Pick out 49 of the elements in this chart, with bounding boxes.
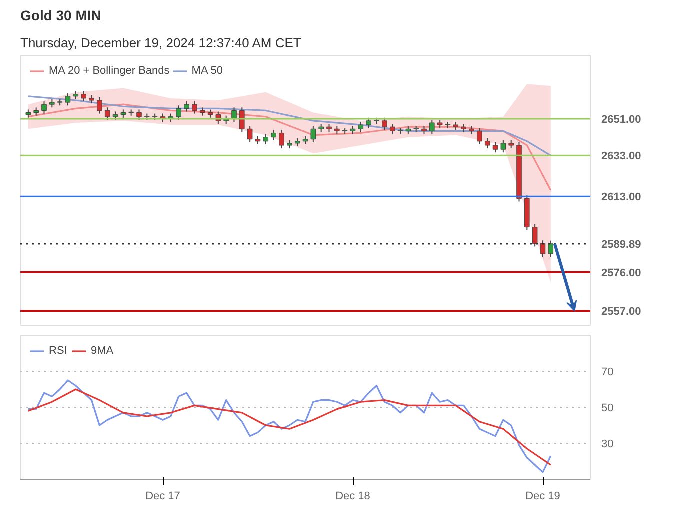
x-tick-label: Dec 19 bbox=[526, 490, 560, 502]
candlestick bbox=[232, 107, 237, 122]
y-tick-label: 2576.00 bbox=[602, 267, 642, 280]
candlestick bbox=[263, 134, 269, 145]
candlestick bbox=[279, 130, 284, 150]
line-series bbox=[28, 96, 552, 157]
candlestick bbox=[104, 107, 110, 120]
candlestick bbox=[358, 121, 364, 133]
x-tick-label: Dec 17 bbox=[146, 490, 180, 502]
x-tick-label: Dec 18 bbox=[336, 490, 370, 502]
candlestick bbox=[81, 90, 86, 102]
candlestick bbox=[247, 126, 253, 143]
candlestick bbox=[532, 224, 538, 248]
y-tick-label: 2633.00 bbox=[602, 150, 642, 163]
candlestick bbox=[192, 101, 198, 114]
candlestick bbox=[430, 119, 435, 135]
candlestick bbox=[484, 138, 490, 150]
legend-label: MA 20 + Bollinger Bands bbox=[49, 65, 170, 77]
line-series bbox=[28, 388, 552, 466]
legend-label: MA 50 bbox=[192, 65, 223, 77]
y-tick-label: 30 bbox=[602, 438, 614, 450]
candlestick bbox=[240, 107, 245, 133]
y-tick-label: 2613.00 bbox=[602, 192, 642, 204]
candlestick bbox=[42, 101, 47, 114]
candlestick bbox=[65, 92, 71, 106]
y-tick-label: 2651.00 bbox=[602, 114, 642, 126]
candlestick bbox=[97, 96, 102, 114]
line-series bbox=[28, 104, 552, 192]
candlestick bbox=[477, 128, 482, 145]
candlestick bbox=[310, 126, 316, 143]
y-tick-label: 50 bbox=[602, 402, 614, 414]
legend-label: 9MA bbox=[91, 345, 114, 357]
candlestick bbox=[540, 240, 546, 258]
y-tick-label: 2589.89 bbox=[602, 238, 642, 251]
candlestick bbox=[271, 130, 276, 141]
candlestick bbox=[492, 142, 498, 154]
y-tick-label: 70 bbox=[602, 366, 614, 378]
candlestick bbox=[136, 109, 142, 120]
candlestick bbox=[500, 140, 506, 154]
candlestick bbox=[390, 124, 396, 135]
text: Thursday, December 19, 2024 12:37:40 AM CET bbox=[20, 36, 302, 50]
candlestick bbox=[184, 101, 190, 112]
candlestick bbox=[382, 117, 388, 131]
candlestick bbox=[548, 240, 554, 258]
line-series bbox=[28, 380, 552, 474]
chart-title: Gold 30 MIN bbox=[20, 8, 102, 24]
y-tick-label: 2557.00 bbox=[602, 306, 642, 318]
legend-label: RSI bbox=[49, 345, 68, 357]
candlestick bbox=[176, 105, 182, 120]
